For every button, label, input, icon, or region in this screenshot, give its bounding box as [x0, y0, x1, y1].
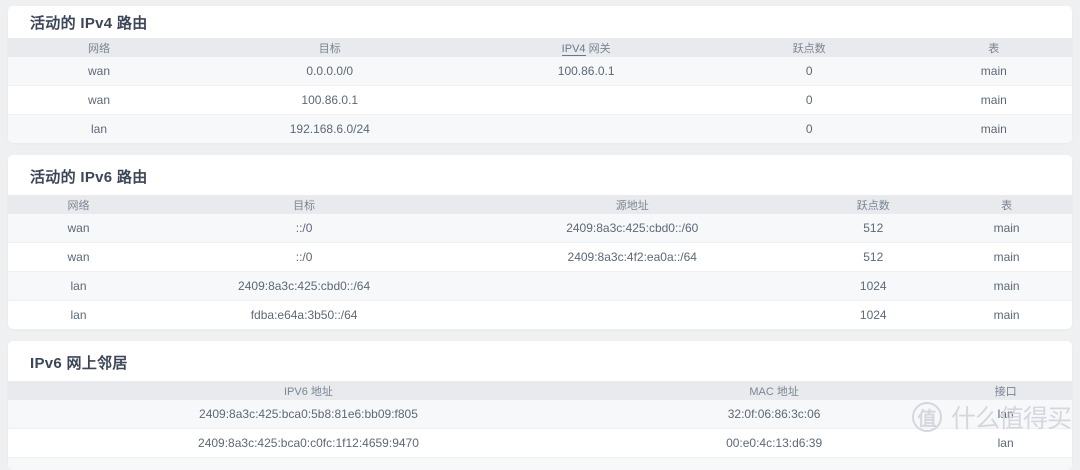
column-header: 接口	[939, 381, 1072, 400]
abbr-term: IPV4	[561, 42, 586, 56]
cell: 0	[805, 93, 813, 107]
table-row: wan::/0 2409:8a3c:4f2:ea0a::/64 512 main	[8, 242, 1072, 272]
cell: 1024	[859, 308, 887, 322]
cell	[459, 272, 805, 301]
cell: 0	[805, 64, 813, 78]
cell: main	[993, 221, 1020, 235]
header-row: 网络 目标 IPV4 网关 跃点数表	[8, 38, 1072, 57]
header-row: IPV6 地址 MAC 地址 接口	[8, 381, 1072, 400]
cell: 100.86.0.1	[557, 64, 615, 78]
cell	[469, 115, 702, 144]
column-header: MAC 地址	[608, 381, 940, 400]
section-title-ipv6-routes: 活动的 IPv6 路由	[30, 169, 148, 186]
column-header: IPV4 网关	[469, 38, 703, 57]
section-title-ipv4-routes: 活动的 IPv4 路由	[30, 15, 148, 32]
cell: 2409:8a3c:425:cbd0::/60	[566, 221, 699, 235]
column-header: IPV6 地址	[8, 381, 609, 400]
cell: 2409:8a3c:425:cbd0::/64	[238, 279, 371, 293]
column-header: 目标	[190, 38, 470, 57]
cell	[469, 86, 702, 115]
cell: 0	[805, 122, 813, 136]
cell: fdba:e64a:3b50::/64	[250, 308, 358, 322]
cell: 1024	[859, 279, 887, 293]
column-header: 网络	[8, 195, 149, 214]
header-row: 网络 目标 源地址 跃点数表	[8, 195, 1072, 214]
cell: 512	[863, 250, 884, 264]
cell	[459, 301, 805, 330]
cell: main	[993, 250, 1020, 264]
table-row: wan::/0 2409:8a3c:425:cbd0::/60 512 main	[8, 214, 1072, 243]
cell: lan	[997, 436, 1014, 450]
table-row: wan 0.0.0.0/0 100.86.0.1 0 main	[8, 57, 1072, 86]
section-active-ipv6-routes: 活动的 IPv6 路由 网络 目标 源地址 跃点数表 wan::/0 2409:8a3c:…	[8, 155, 1072, 329]
table-row: wan 100.86.0.1 0 main	[8, 85, 1072, 115]
cell: 2409:8a3c:4f2:ea0a::/64	[567, 250, 697, 264]
section-ipv6-neighbors: IPv6 网上邻居 IPV6 地址 MAC 地址 接口 2409:8a3c:425:b…	[8, 341, 1072, 470]
cell: 2409:8a3c:425:bca0:5b8:81e6:bb09:f805	[199, 407, 418, 421]
cell: lan	[70, 308, 87, 322]
cell: wan	[88, 93, 111, 107]
table-row: lan 2409:8a3c:425:cbd0::/64 1024 main	[8, 271, 1072, 301]
cell: 2409:8a3c:425:bca0:c0fc:1f12:4659:9470	[198, 436, 419, 450]
cell: wan	[67, 250, 90, 264]
cell: wan	[67, 221, 90, 235]
cell: ::/0	[295, 250, 313, 264]
table-row: 2409:8a3c:425:bca0:5b8:81e6:bb09:f805 32:…	[8, 400, 1072, 429]
routes-status-page: 活动的 IPv4 路由 网络 目标 IPV4 网关 跃点数表 wan 0.0.0.0/0 1…	[0, 6, 1080, 470]
column-header: 网络	[8, 38, 191, 57]
cell: lan	[70, 279, 87, 293]
table-row: lan 192.168.6.0/24 0 main	[8, 114, 1072, 144]
cell: main	[980, 122, 1007, 136]
cell: main	[980, 93, 1007, 107]
cell: lan	[91, 122, 108, 136]
cell: lan	[997, 407, 1014, 421]
ipv4-routes-table: 网络 目标 IPV4 网关 跃点数表 wan 0.0.0.0/0 100.86.0.1 0 ma…	[8, 38, 1072, 143]
ipv6-neighbors-table: IPV6 地址 MAC 地址 接口 2409:8a3c:425:bca0:5b8:81…	[8, 381, 1072, 457]
cell: 00:e0:4c:13:d6:39	[726, 436, 823, 450]
table-row: lan fdba:e64a:3b50::/64 1024 main	[8, 300, 1072, 330]
cell: 192.168.6.0/24	[289, 122, 370, 136]
section-title-ipv6-neighbors: IPv6 网上邻居	[30, 355, 128, 372]
column-header: 源地址	[459, 195, 806, 214]
ipv6-routes-table: 网络 目标 源地址 跃点数表 wan::/0 2409:8a3c:425:cbd0::/6…	[8, 195, 1072, 329]
section-active-ipv4-routes: 活动的 IPv4 路由 网络 目标 IPV4 网关 跃点数表 wan 0.0.0.0/0 1…	[8, 6, 1072, 143]
column-header: 表	[941, 195, 1072, 214]
cell: 100.86.0.1	[301, 93, 359, 107]
partial-next-row	[8, 457, 1072, 470]
column-header: 跃点数	[805, 195, 942, 214]
cell: wan	[88, 64, 111, 78]
cell: main	[993, 279, 1020, 293]
column-header: 目标	[149, 195, 460, 214]
cell: main	[993, 308, 1020, 322]
cell: main	[980, 64, 1007, 78]
column-header: 跃点数	[702, 38, 916, 57]
cell: 32:0f:06:86:3c:06	[727, 407, 821, 421]
table-row: 2409:8a3c:425:bca0:c0fc:1f12:4659:9470 00…	[8, 428, 1072, 457]
cell: 512	[863, 221, 884, 235]
cell: 0.0.0.0/0	[306, 64, 354, 78]
column-header: 表	[915, 38, 1072, 57]
cell: ::/0	[295, 221, 313, 235]
